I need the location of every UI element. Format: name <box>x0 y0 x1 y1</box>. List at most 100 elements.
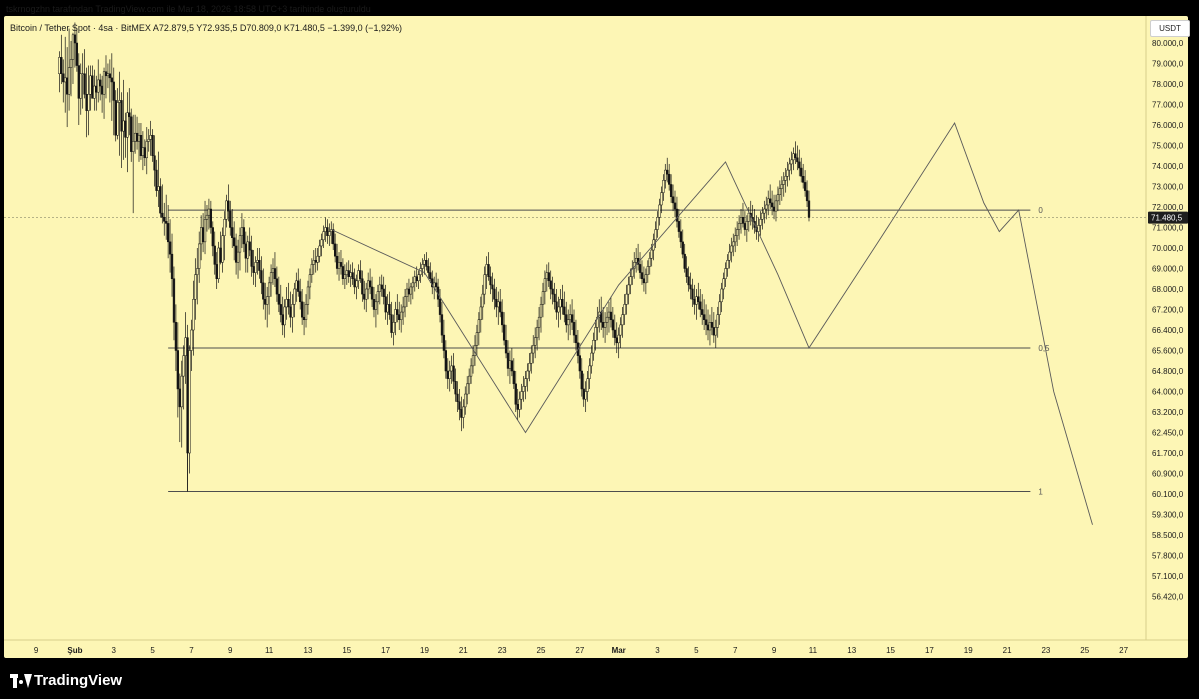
candle-body-55 <box>165 221 168 224</box>
price-tick-label: 72.000,0 <box>1152 203 1184 212</box>
price-tick-label: 79.000,0 <box>1152 60 1184 69</box>
candle-body-368 <box>772 206 776 212</box>
candle-body-339 <box>716 314 719 328</box>
candle-body-324 <box>687 276 690 286</box>
candle-body-217 <box>479 306 482 320</box>
candle-body-70 <box>194 274 197 300</box>
candle-body-159 <box>367 280 370 290</box>
candle-body-163 <box>374 301 378 310</box>
time-tick-label: 7 <box>733 646 738 655</box>
candle-body-256 <box>555 301 558 313</box>
tradingview-icon <box>10 673 32 688</box>
candle-body-177 <box>401 306 405 313</box>
candle-body-79 <box>211 227 214 247</box>
candle-body-338 <box>714 327 717 336</box>
candle-body-365 <box>767 198 770 206</box>
candle-body-374 <box>784 176 787 181</box>
candle-body-72 <box>198 243 201 269</box>
candle-body-270 <box>582 388 585 400</box>
candle-body-56 <box>166 223 170 243</box>
candle-body-14 <box>85 94 88 111</box>
time-tick-label: 23 <box>498 646 507 655</box>
candle-body-300 <box>640 272 644 280</box>
candle-body-221 <box>487 264 490 277</box>
time-tick-label: 5 <box>150 646 155 655</box>
candle-body-385 <box>805 190 809 202</box>
tradingview-logo[interactable]: TradingView <box>10 672 122 689</box>
candle-body-255 <box>553 293 556 303</box>
candle-body-174 <box>396 309 399 315</box>
candle-body-160 <box>368 280 372 288</box>
time-tick-label: Şub <box>67 646 82 655</box>
candle-body-322 <box>683 253 686 269</box>
candle-body-119 <box>289 306 292 318</box>
candle-body-42 <box>139 135 143 156</box>
candle-body-168 <box>384 296 387 313</box>
candle-body-290 <box>621 314 624 326</box>
candle-body-191 <box>429 272 432 280</box>
candle-body-16 <box>89 75 92 95</box>
candle-body-326 <box>691 288 694 300</box>
price-tick-label: 66.400,0 <box>1152 326 1184 335</box>
candle-body-363 <box>763 208 766 214</box>
candle-body-171 <box>390 314 393 333</box>
candle-body-78 <box>209 208 213 228</box>
candle-body-127 <box>304 304 308 320</box>
time-tick-label: 21 <box>1003 646 1012 655</box>
candle-body-19 <box>95 85 98 93</box>
candle-body-41 <box>137 135 141 142</box>
candle-body-213 <box>471 355 475 367</box>
candle-body-6 <box>69 59 73 68</box>
candle-body-384 <box>803 182 807 191</box>
candle-body-148 <box>345 270 348 275</box>
candle-body-333 <box>704 319 708 326</box>
candle-body-40 <box>135 132 139 142</box>
candle-body-164 <box>376 291 380 303</box>
candle-body-123 <box>297 280 300 292</box>
candle-body-310 <box>660 192 663 206</box>
candle-body-156 <box>361 278 364 295</box>
candle-body-81 <box>215 264 218 279</box>
time-tick-label: 15 <box>886 646 895 655</box>
fib-level-label-1: 0,5 <box>1038 344 1050 353</box>
price-tick-label: 76.000,0 <box>1152 121 1184 130</box>
candle-body-121 <box>293 288 296 305</box>
price-tick-label: 57.800,0 <box>1152 552 1184 561</box>
candle-body-90 <box>233 237 236 247</box>
candle-body-297 <box>635 258 638 263</box>
candle-body-277 <box>596 316 599 328</box>
time-tick-label: 17 <box>381 646 390 655</box>
candle-body-369 <box>774 200 778 212</box>
candle-body-39 <box>133 132 137 142</box>
candle-body-102 <box>256 260 259 263</box>
last-price-label: 71.480,5 <box>1151 214 1183 223</box>
candle-body-100 <box>252 266 255 273</box>
candle-body-352 <box>741 217 745 224</box>
candle-body-21 <box>99 79 102 87</box>
price-tick-label: 74.000,0 <box>1152 162 1184 171</box>
candle-body-215 <box>475 332 479 346</box>
candle-body-93 <box>238 235 242 253</box>
candle-body-292 <box>625 293 628 305</box>
candle-body-135 <box>320 239 323 247</box>
candle-body-157 <box>363 293 366 300</box>
candle-body-117 <box>285 299 288 308</box>
candle-body-301 <box>642 278 646 284</box>
candle-body-343 <box>724 268 727 279</box>
candle-body-116 <box>283 306 286 326</box>
price-tick-label: 70.000,0 <box>1152 244 1184 253</box>
candle-body-71 <box>196 268 199 275</box>
candle-body-263 <box>568 314 572 320</box>
candle-body-241 <box>526 370 529 379</box>
candle-body-85 <box>223 219 226 236</box>
candle-body-272 <box>586 378 589 392</box>
candle-body-179 <box>405 288 409 297</box>
candle-body-312 <box>664 169 667 181</box>
time-tick-label: 13 <box>847 646 856 655</box>
candle-body-162 <box>372 299 376 310</box>
candle-body-210 <box>466 383 469 395</box>
price-tick-label: 80.000,0 <box>1152 39 1184 48</box>
currency-selector[interactable]: USDT <box>1150 20 1190 37</box>
candle-body-13 <box>83 73 86 95</box>
